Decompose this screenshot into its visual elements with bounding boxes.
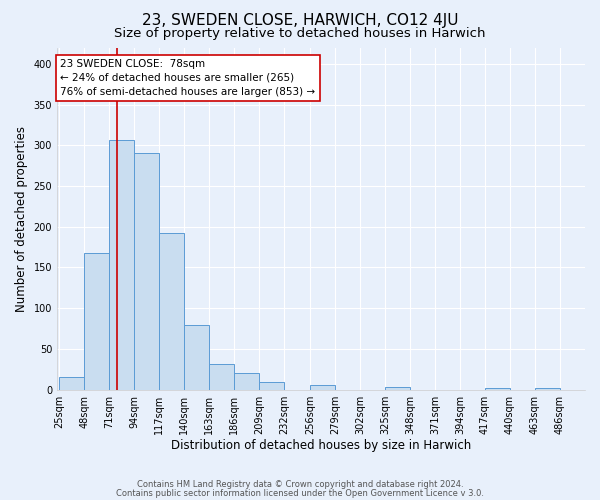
Bar [184, 326, 209, 390]
Bar [159, 234, 184, 390]
Bar [310, 385, 335, 390]
Bar [59, 376, 84, 390]
Bar [209, 364, 234, 390]
Bar [84, 253, 109, 390]
Bar [109, 140, 134, 390]
Bar [485, 388, 510, 390]
Bar [385, 388, 410, 390]
Bar [259, 382, 284, 390]
Bar [234, 374, 259, 390]
Text: Contains HM Land Registry data © Crown copyright and database right 2024.: Contains HM Land Registry data © Crown c… [137, 480, 463, 489]
X-axis label: Distribution of detached houses by size in Harwich: Distribution of detached houses by size … [171, 440, 471, 452]
Text: 23 SWEDEN CLOSE:  78sqm
← 24% of detached houses are smaller (265)
76% of semi-d: 23 SWEDEN CLOSE: 78sqm ← 24% of detached… [61, 59, 316, 97]
Bar [535, 388, 560, 390]
Text: 23, SWEDEN CLOSE, HARWICH, CO12 4JU: 23, SWEDEN CLOSE, HARWICH, CO12 4JU [142, 12, 458, 28]
Text: Contains public sector information licensed under the Open Government Licence v : Contains public sector information licen… [116, 488, 484, 498]
Text: Size of property relative to detached houses in Harwich: Size of property relative to detached ho… [114, 28, 486, 40]
Y-axis label: Number of detached properties: Number of detached properties [15, 126, 28, 312]
Bar [134, 154, 159, 390]
